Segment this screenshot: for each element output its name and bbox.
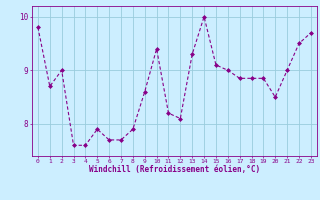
X-axis label: Windchill (Refroidissement éolien,°C): Windchill (Refroidissement éolien,°C)	[89, 165, 260, 174]
